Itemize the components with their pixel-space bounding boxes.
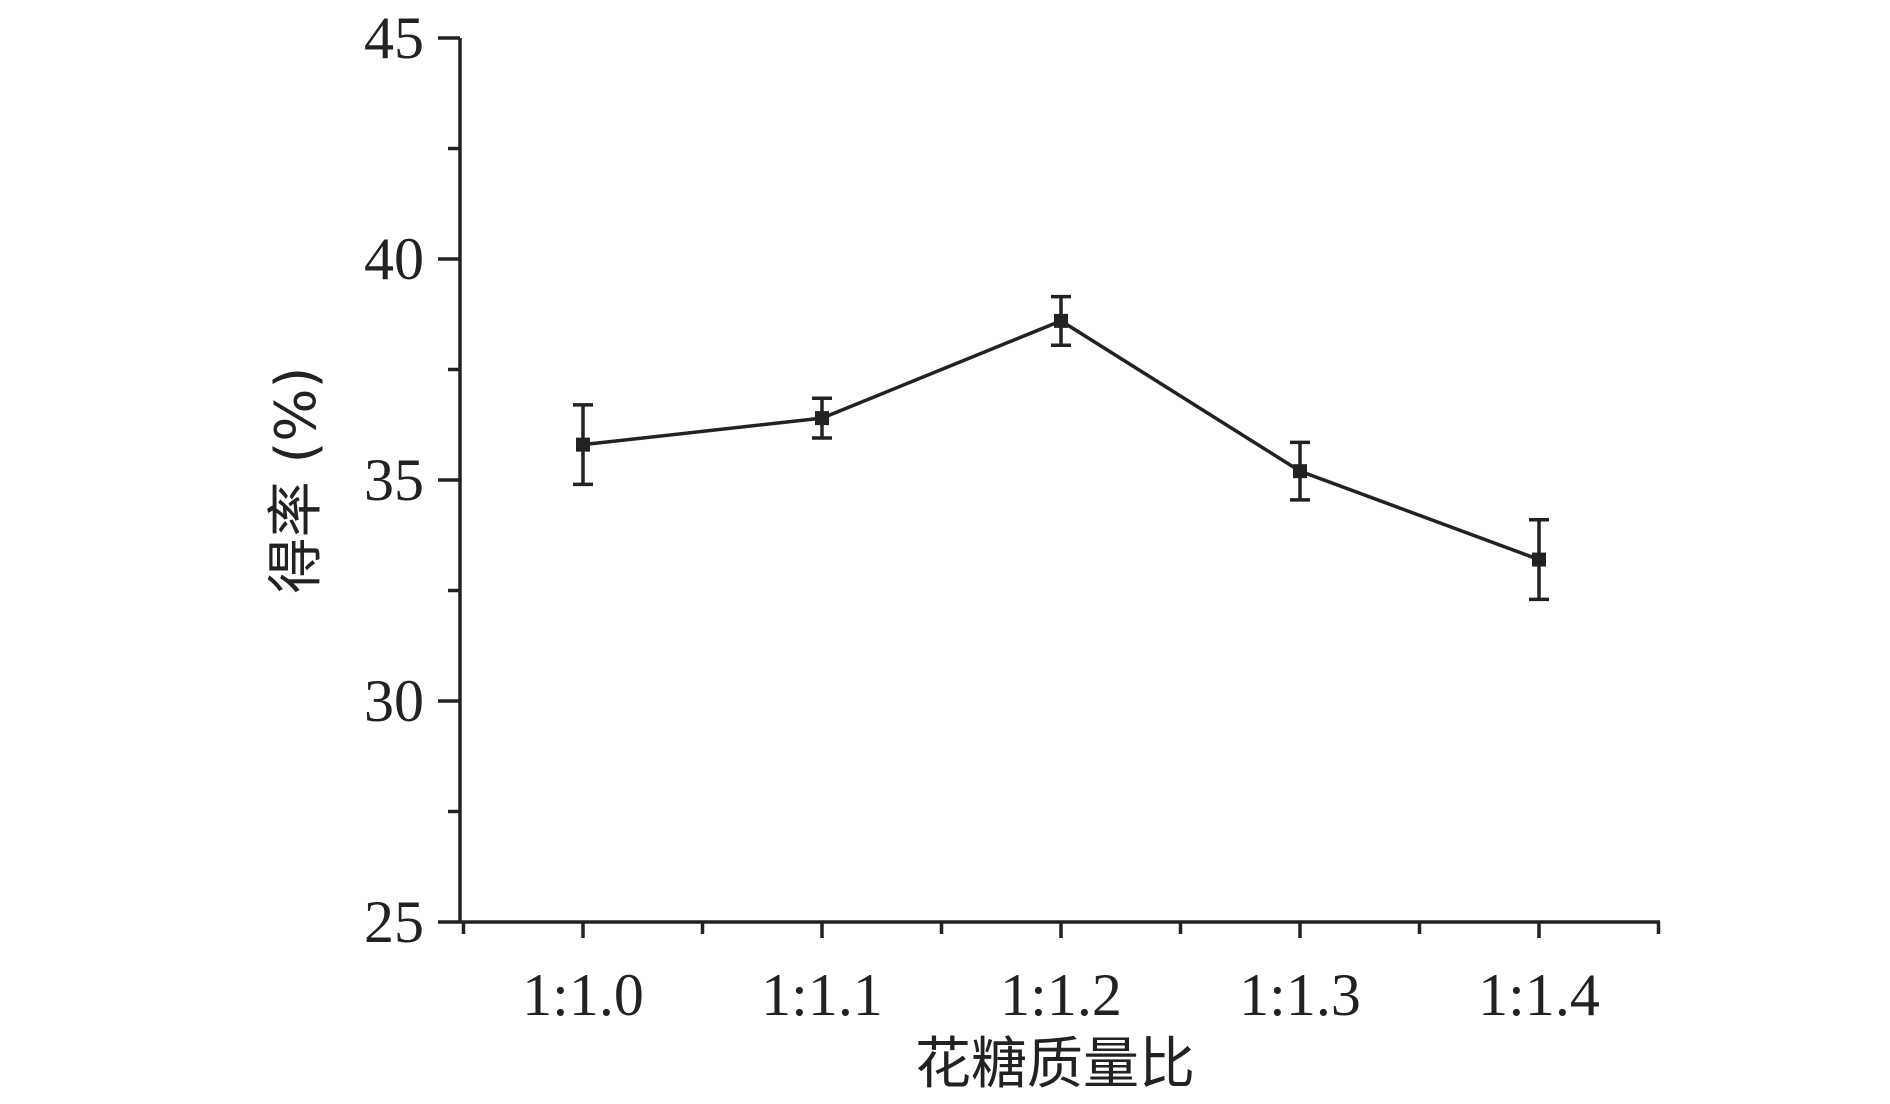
x-tick-label: 1:1.3 [1239, 962, 1361, 1028]
axes [458, 38, 1660, 924]
x-tick-label: 1:1.0 [522, 962, 644, 1028]
y-tick-label: 40 [364, 226, 424, 292]
x-tick-label: 1:1.4 [1478, 962, 1600, 1028]
y-ticks: 25 30 35 40 45 [364, 5, 460, 955]
y-tick-label: 45 [364, 5, 424, 71]
series [573, 294, 1549, 602]
y-axis-title: 得率 (%) [264, 367, 329, 594]
x-tick-label: 1:1.1 [761, 962, 883, 1028]
data-point [1054, 313, 1068, 328]
data-point [576, 437, 590, 452]
y-tick-label: 25 [364, 889, 424, 955]
y-tick-label: 30 [364, 668, 424, 734]
y-tick-label: 35 [364, 447, 424, 513]
data-point [815, 411, 829, 426]
x-ticks: 1:1.0 1:1.1 1:1.2 1:1.3 1:1.4 [461, 922, 1661, 1028]
data-point [1293, 464, 1307, 479]
x-tick-label: 1:1.2 [1000, 962, 1122, 1028]
x-axis-title: 花糖质量比 [915, 1032, 1195, 1097]
series-line [582, 318, 1540, 562]
data-point [1532, 552, 1546, 567]
